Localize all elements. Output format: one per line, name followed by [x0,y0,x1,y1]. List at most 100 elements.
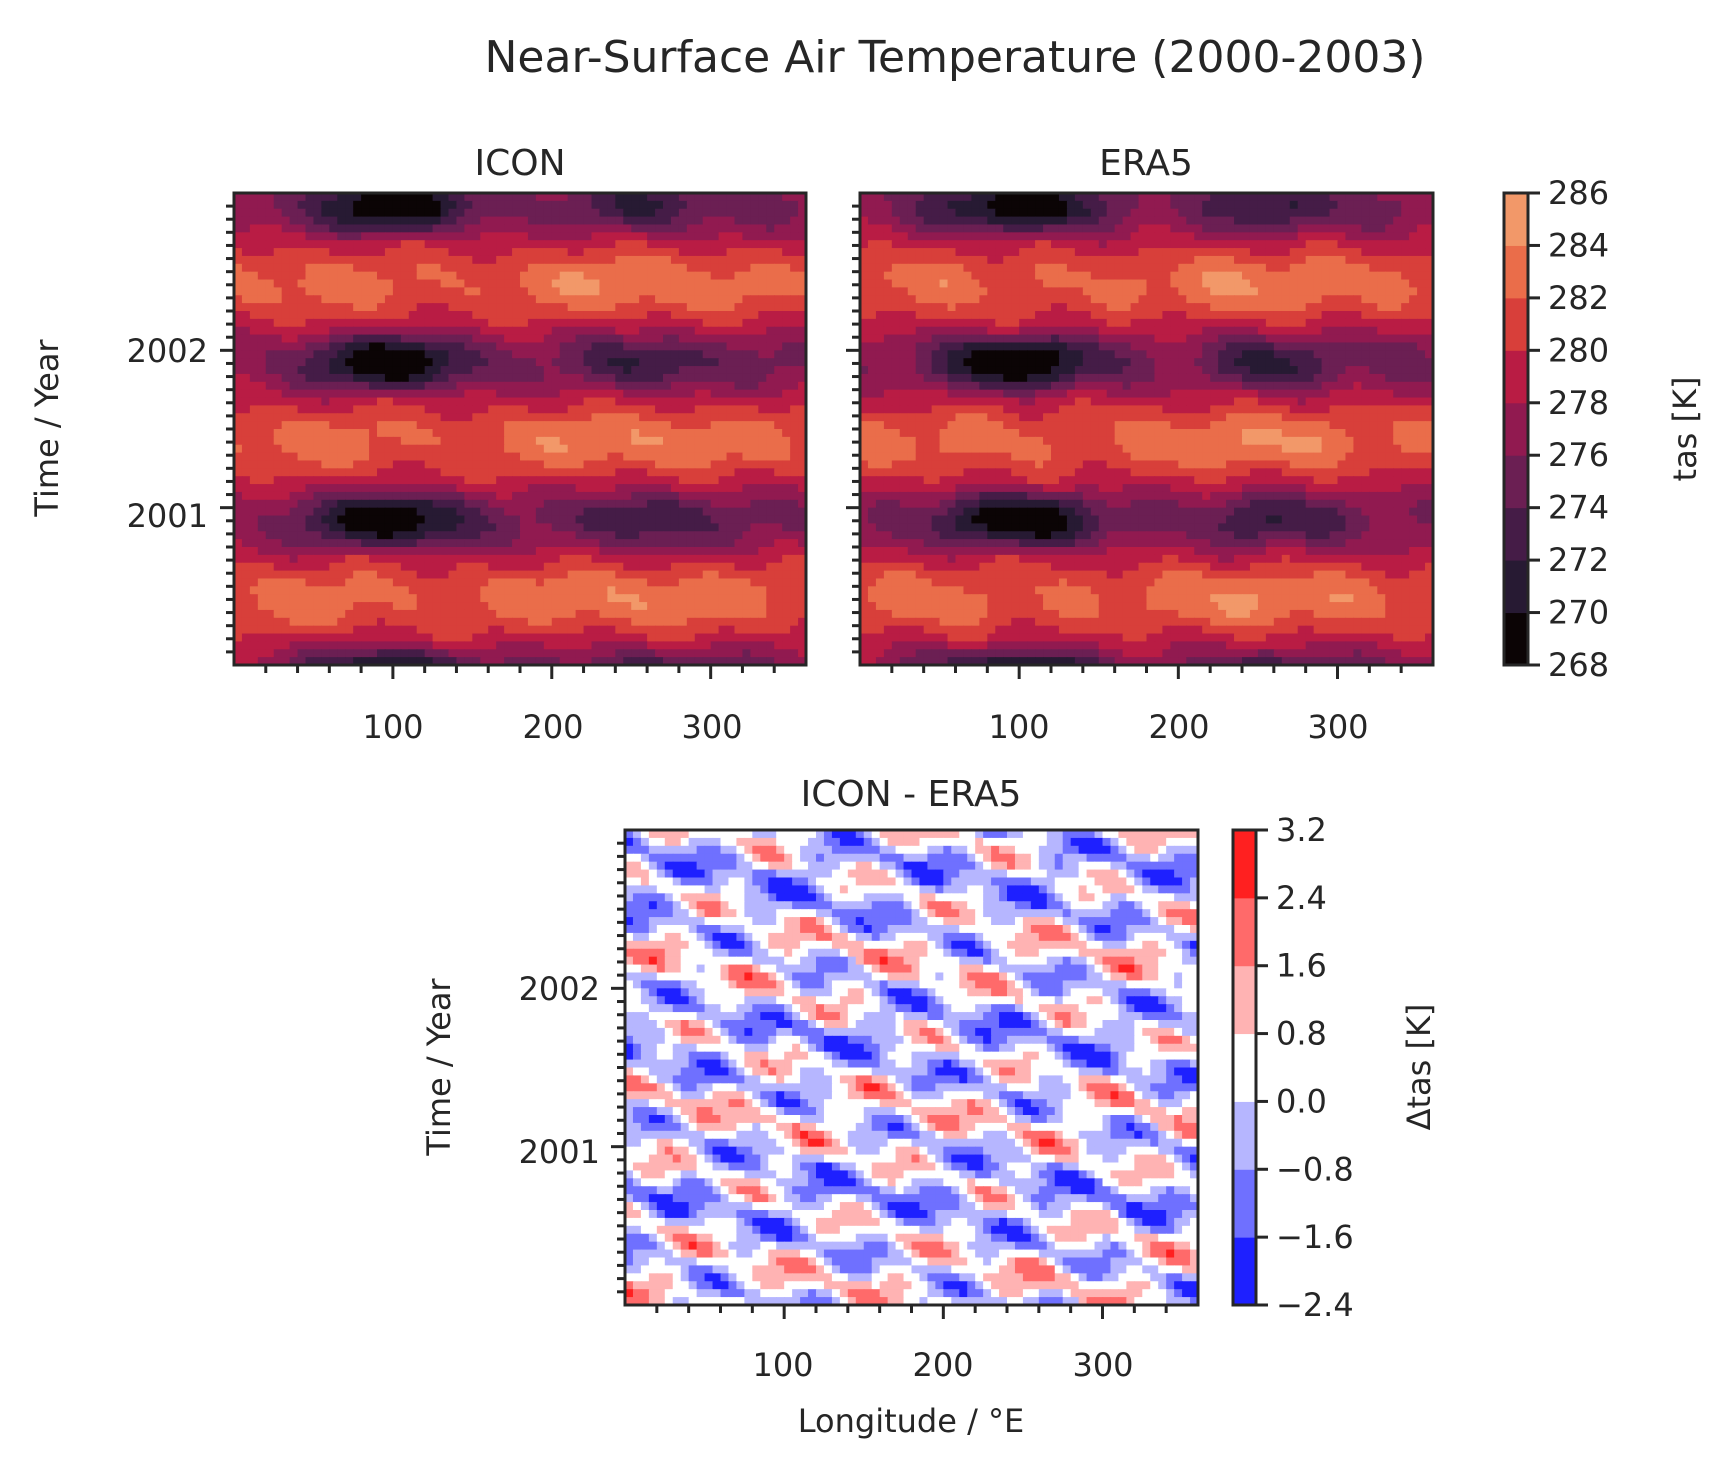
contour-cell [527,303,537,312]
contour-cell [678,570,688,580]
contour-cell [639,452,648,462]
contour-cell [551,452,561,462]
contour-cell [1409,232,1418,241]
contour-cell [392,279,402,288]
contour-cell [329,468,338,477]
contour-cell [321,193,330,202]
contour-cell [875,255,885,265]
contour-cell [321,342,330,351]
contour-cell [663,499,672,509]
contour-cell [694,405,704,414]
contour-cell [297,444,307,454]
contour-cell [361,436,370,446]
contour-cell [726,602,736,611]
contour-cell [321,539,330,548]
contour-cell [353,429,362,438]
contour-cell [321,240,330,249]
contour-cell [241,570,251,580]
contour-cell [766,539,775,548]
contour-cell [249,499,259,509]
contour-cell [726,570,736,580]
contour-cell [432,444,442,454]
contour-cell [273,389,283,399]
contour-cell [472,641,481,650]
contour-cell [1011,240,1020,249]
contour-cell [583,562,593,572]
contour-cell [392,311,402,320]
contour-cell [758,484,767,493]
contour-cell [790,649,799,658]
contour-cell [798,303,807,312]
contour-cell [234,586,243,595]
contour-cell [234,429,243,438]
contour-cell [583,429,593,438]
contour-cell [527,389,537,399]
contour-cell [265,318,275,328]
contour-cell [543,523,553,532]
contour-cell [480,193,489,202]
contour-cell [408,578,418,587]
contour-cell [424,358,434,367]
contour-cell [432,515,442,524]
contour-cell [543,436,553,446]
contour-cell [1011,232,1020,241]
contour-cell [464,240,473,249]
contour-cell [496,240,505,249]
contour-cell [480,641,489,650]
contour-cell [520,429,529,438]
contour-cell [273,468,283,477]
contour-cell [361,216,370,226]
contour-cell [504,350,513,359]
contour-cell [472,602,481,611]
contour-cell [599,240,608,249]
contour-cell [345,240,354,249]
contour-cell [496,373,505,383]
contour-cell [1122,232,1132,241]
contour-cell [257,381,267,391]
contour-cell [1051,248,1060,257]
contour-cell [488,271,497,281]
contour-cell [663,342,672,351]
contour-cell [575,507,585,517]
contour-cell [520,436,529,446]
contour-cell [798,350,807,359]
contour-cell [575,295,585,304]
contour-cell [353,208,362,218]
contour-cell [742,609,751,619]
contour-cell [369,381,378,391]
contour-cell [631,224,640,233]
contour-cell [289,515,299,524]
contour-cell [631,484,640,493]
contour-cell [353,279,362,288]
contour-cell [766,429,775,438]
contour-cell [718,531,728,540]
contour-cell [734,484,744,493]
contour-cell [527,397,537,406]
contour-cell [559,429,569,438]
contour-cell [456,602,465,611]
contour-cell [512,311,521,320]
contour-cell [623,436,632,446]
contour-cell [694,318,704,328]
contour-cell [384,232,394,241]
contour-cell [1194,216,1203,226]
contour-cell [488,554,497,564]
contour-cell [639,539,648,548]
contour-cell [1098,208,1108,218]
contour-cell [392,326,402,336]
contour-cell [766,311,775,320]
contour-cell [400,539,410,548]
contour-cell [416,570,426,580]
contour-cell [798,586,807,595]
contour-cell [686,200,696,210]
contour-cell [559,476,569,485]
contour-cell [615,444,624,454]
contour-cell [782,200,791,210]
contour-cell [297,397,307,406]
contour-cell [305,657,315,666]
contour-cell [631,657,640,666]
contour-cell [281,523,291,532]
contour-cell [249,240,259,249]
contour-cell [575,216,585,226]
contour-cell [734,429,744,438]
